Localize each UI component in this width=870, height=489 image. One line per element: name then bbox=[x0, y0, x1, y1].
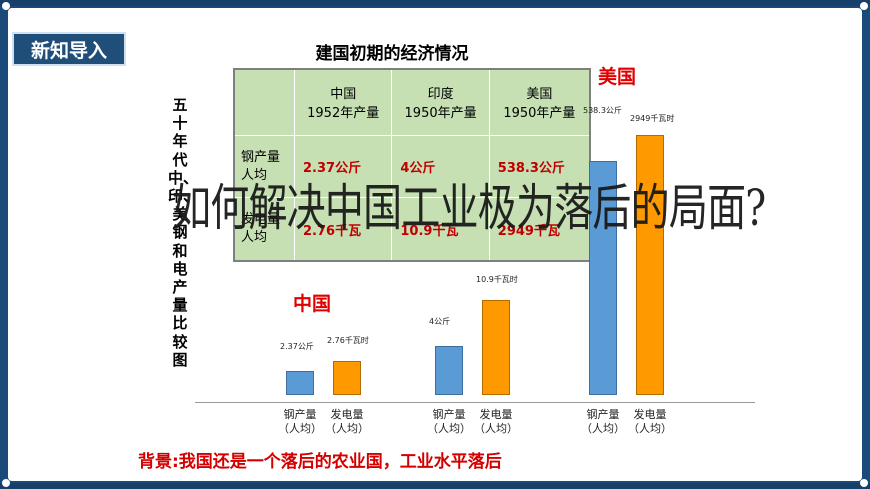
data-label-power: 10.9千瓦时 bbox=[476, 275, 518, 284]
category-label: 钢产量 （人均） bbox=[278, 408, 322, 435]
data-label-power: 2.76千瓦时 bbox=[327, 336, 369, 345]
category-label: 发电量 （人均） bbox=[325, 408, 369, 435]
chart-baseline bbox=[195, 402, 755, 403]
data-label-power: 2949千瓦时 bbox=[630, 114, 675, 123]
bar-power bbox=[333, 361, 361, 395]
data-label-steel: 4公斤 bbox=[429, 317, 451, 326]
question-overlay: 如何解决中国工业极为落后的局面? bbox=[172, 179, 766, 237]
bar-steel bbox=[589, 161, 617, 395]
corner-dot bbox=[860, 479, 868, 487]
bottom-stripe bbox=[0, 483, 870, 489]
column-header: 中国 1952年产量 bbox=[293, 68, 393, 136]
section-tag: 新知导入 bbox=[12, 32, 126, 66]
bar-power bbox=[636, 135, 664, 395]
data-label-steel: 538.3公斤 bbox=[583, 106, 622, 115]
category-label: 钢产量 （人均） bbox=[427, 408, 471, 435]
data-label-steel: 2.37公斤 bbox=[280, 342, 314, 351]
column-header: 印度 1950年产量 bbox=[391, 68, 490, 136]
corner-dot bbox=[2, 479, 10, 487]
table-header-row: 中国 1952年产量 印度 1950年产量 美国 1950年产量 bbox=[233, 68, 591, 136]
table-row: 发电量 人均 2.76千瓦 10.9千瓦 2949千瓦 bbox=[233, 197, 591, 262]
table-cell: 2.76千瓦 bbox=[293, 197, 393, 262]
corner-dot bbox=[2, 2, 10, 10]
top-stripe bbox=[0, 0, 870, 6]
table-cell: 4公斤 bbox=[391, 134, 490, 199]
table-cell: 10.9千瓦 bbox=[391, 197, 490, 262]
corner-dot bbox=[860, 2, 868, 10]
economy-table: 中国 1952年产量 印度 1950年产量 美国 1950年产量 钢产量 人均 … bbox=[233, 68, 591, 262]
row-header: 钢产量 人均 bbox=[233, 134, 295, 199]
category-label: 发电量 （人均） bbox=[474, 408, 518, 435]
bar-steel bbox=[286, 371, 314, 395]
table-title: 建国初期的经济情况 bbox=[315, 44, 469, 64]
table-cell: 538.3公斤 bbox=[488, 134, 591, 199]
bar-steel bbox=[435, 346, 463, 395]
background-note: 背景:我国还是一个落后的农业国，工业水平落后 bbox=[138, 452, 502, 472]
table-row: 钢产量 人均 2.37公斤 4公斤 538.3公斤 bbox=[233, 134, 591, 199]
category-label: 钢产量 （人均） bbox=[581, 408, 625, 435]
country-label: 美国 bbox=[598, 66, 637, 88]
table-cell: 2949千瓦 bbox=[488, 197, 591, 262]
bar-power bbox=[482, 300, 510, 395]
country-label: 中国 bbox=[293, 293, 332, 315]
chart-vertical-title: 五十年代中、印、美钢和电产量比较图 bbox=[168, 96, 199, 369]
category-label: 发电量 （人均） bbox=[628, 408, 672, 435]
column-header: 美国 1950年产量 bbox=[488, 68, 591, 136]
table-corner-cell bbox=[233, 68, 295, 136]
